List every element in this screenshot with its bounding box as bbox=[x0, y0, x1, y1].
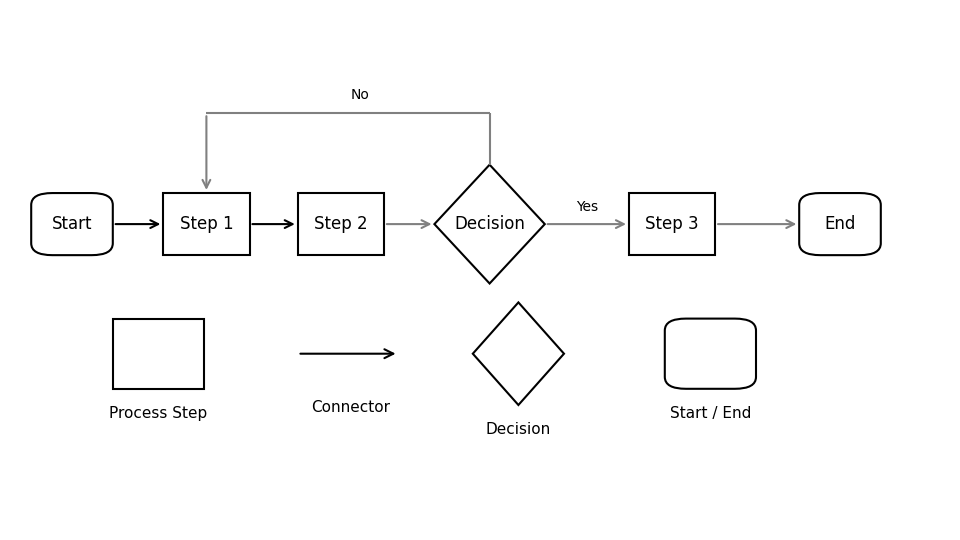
Text: Step 2: Step 2 bbox=[314, 215, 368, 233]
Text: Start / End: Start / End bbox=[670, 406, 751, 421]
Text: Step 3: Step 3 bbox=[645, 215, 699, 233]
Bar bbox=[629, 193, 715, 255]
FancyBboxPatch shape bbox=[31, 193, 113, 255]
Text: Process Step: Process Step bbox=[109, 406, 207, 421]
Text: No: No bbox=[350, 87, 370, 102]
Text: Yes: Yes bbox=[576, 200, 598, 214]
Polygon shape bbox=[434, 165, 544, 284]
Text: Start: Start bbox=[52, 215, 92, 233]
Text: Decision: Decision bbox=[454, 215, 525, 233]
Bar bbox=[298, 193, 384, 255]
FancyBboxPatch shape bbox=[664, 319, 756, 389]
Text: End: End bbox=[825, 215, 855, 233]
Bar bbox=[113, 319, 204, 389]
FancyBboxPatch shape bbox=[799, 193, 881, 255]
Text: Step 1: Step 1 bbox=[180, 215, 233, 233]
Text: Connector: Connector bbox=[311, 400, 390, 415]
Text: Decision: Decision bbox=[486, 422, 551, 437]
Bar bbox=[163, 193, 250, 255]
Polygon shape bbox=[473, 302, 564, 405]
